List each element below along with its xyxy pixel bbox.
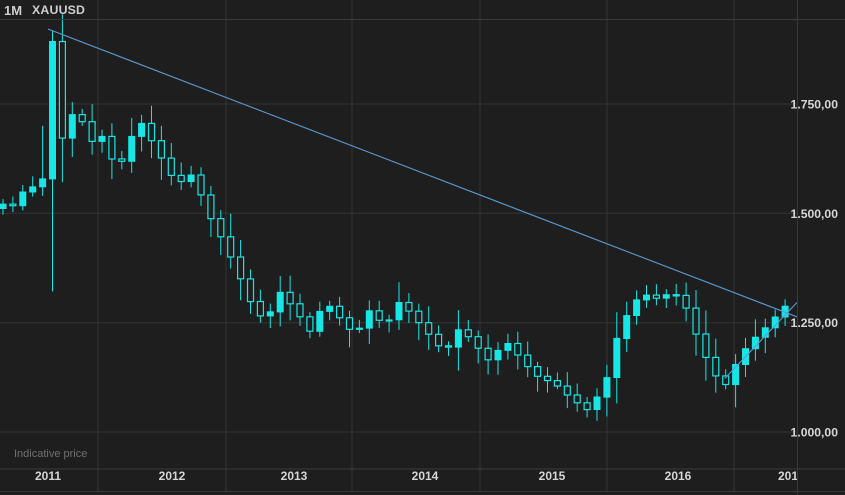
svg-text:2014: 2014 [412,469,439,483]
svg-text:1.000,00: 1.000,00 [791,426,839,440]
svg-text:1.500,00: 1.500,00 [791,207,839,221]
svg-text:2013: 2013 [281,469,308,483]
svg-text:2015: 2015 [539,469,566,483]
svg-text:1.250,00: 1.250,00 [791,316,839,330]
svg-text:2012: 2012 [159,469,186,483]
svg-text:2011: 2011 [35,469,61,483]
svg-text:1.750,00: 1.750,00 [791,98,839,112]
svg-text:2016: 2016 [665,469,692,483]
